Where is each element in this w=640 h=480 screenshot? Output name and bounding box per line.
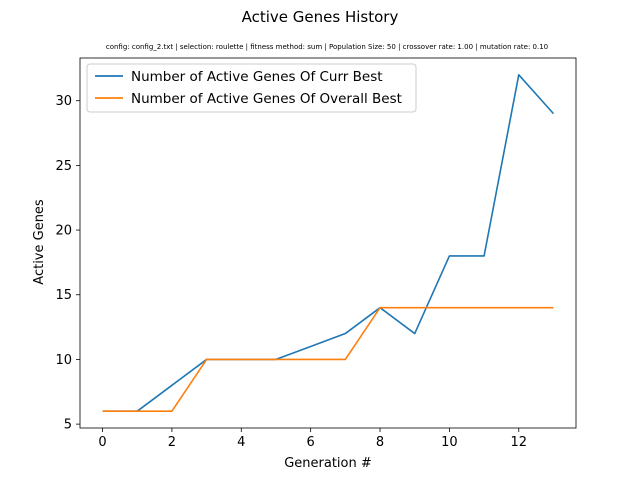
legend-label-2: Number of Active Genes Of Overall Best bbox=[131, 91, 402, 107]
series-lines bbox=[102, 74, 555, 412]
y-axis-ticks: 5 10 15 20 25 30 bbox=[55, 94, 80, 433]
y-tick-label: 5 bbox=[64, 418, 72, 433]
x-tick-label: 4 bbox=[237, 435, 245, 450]
legend-label-1: Number of Active Genes Of Curr Best bbox=[131, 69, 383, 85]
x-tick-label: 10 bbox=[441, 435, 458, 450]
series-line-1 bbox=[102, 74, 555, 412]
plot-frame bbox=[79, 57, 577, 429]
x-tick-label: 2 bbox=[168, 435, 176, 450]
chart-subtitle: config: config_2.txt | selection: roulet… bbox=[106, 43, 548, 51]
y-tick-label: 10 bbox=[55, 353, 72, 368]
x-tick-label: 6 bbox=[307, 435, 315, 450]
y-tick-label: 30 bbox=[55, 94, 72, 109]
legend: Number of Active Genes Of Curr Best Numbe… bbox=[86, 63, 417, 113]
plot-area bbox=[80, 58, 576, 428]
y-tick-label: 25 bbox=[55, 159, 72, 174]
x-tick-label: 12 bbox=[510, 435, 527, 450]
y-tick-label: 20 bbox=[55, 224, 72, 239]
x-tick-label: 0 bbox=[98, 435, 106, 450]
legend-box bbox=[86, 63, 417, 113]
x-axis-label: Generation # bbox=[284, 456, 372, 471]
y-axis-label: Active Genes bbox=[32, 199, 47, 285]
y-tick-label: 15 bbox=[55, 288, 72, 303]
x-tick-label: 8 bbox=[376, 435, 384, 450]
x-axis-ticks: 0 2 4 6 8 10 12 bbox=[98, 428, 527, 450]
series-line-2 bbox=[102, 306, 554, 412]
chart-title: Active Genes History bbox=[242, 8, 399, 26]
